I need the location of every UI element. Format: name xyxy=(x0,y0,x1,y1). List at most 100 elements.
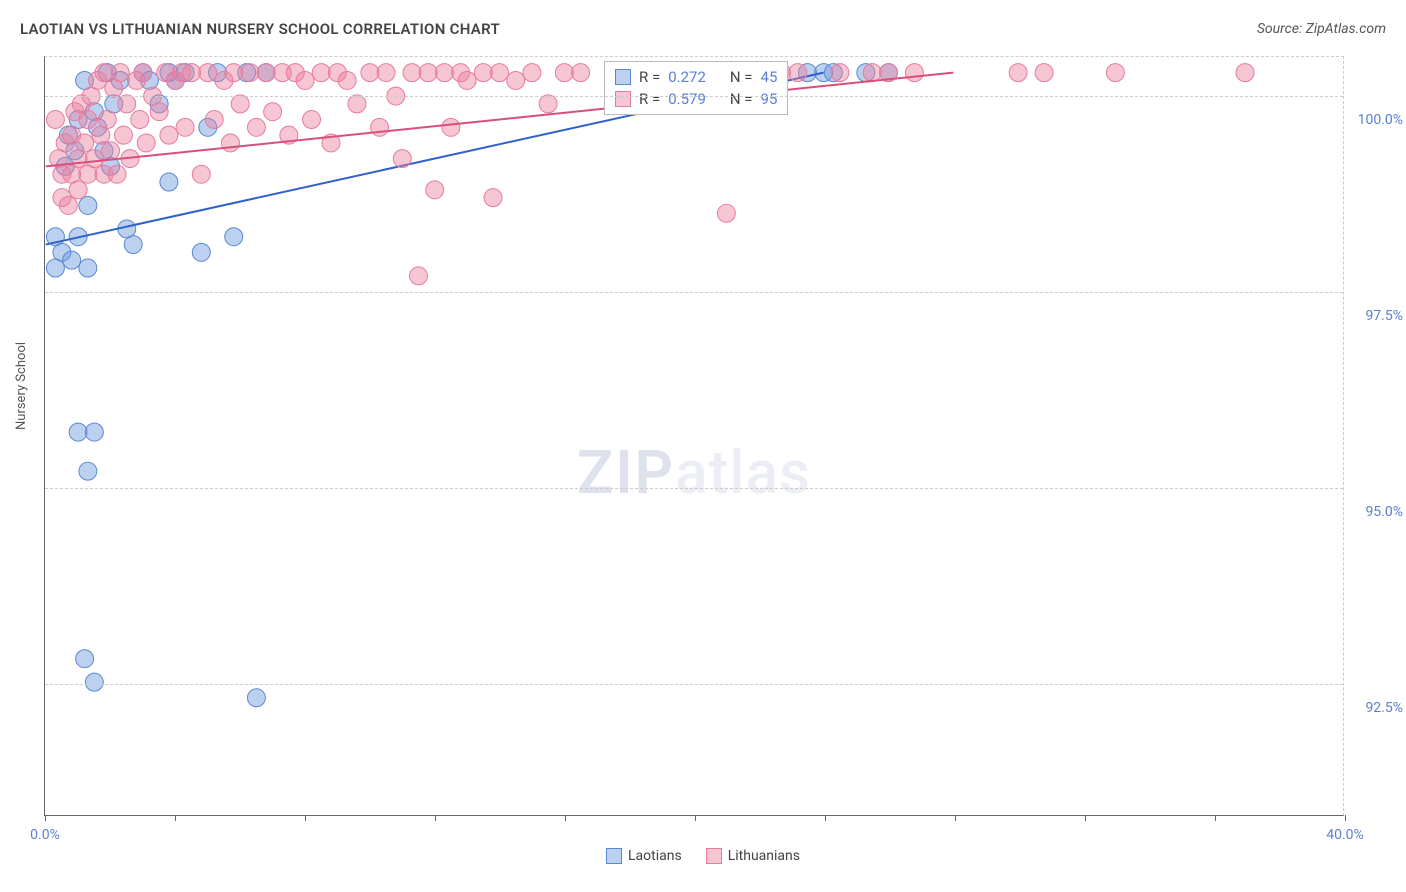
scatter-point xyxy=(225,228,243,246)
scatter-point xyxy=(247,118,265,136)
scatter-point xyxy=(831,64,849,82)
scatter-point xyxy=(160,173,178,191)
plot-area: ZIPatlas R =0.272N =45R =0.579N =95 100.… xyxy=(44,56,1344,816)
scatter-point xyxy=(79,259,97,277)
legend-label: Laotians xyxy=(628,848,682,864)
chart-title: LAOTIAN VS LITHUANIAN NURSERY SCHOOL COR… xyxy=(20,20,500,38)
y-tick-label: 97.5% xyxy=(1353,308,1403,324)
scatter-point xyxy=(458,71,476,89)
scatter-point xyxy=(221,134,239,152)
scatter-point xyxy=(95,64,113,82)
scatter-point xyxy=(410,267,428,285)
scatter-point xyxy=(241,64,259,82)
scatter-point xyxy=(717,204,735,222)
scatter-point xyxy=(789,64,807,82)
scatter-point xyxy=(63,251,81,269)
chart-source: Source: ZipAtlas.com xyxy=(1257,21,1386,37)
scatter-point xyxy=(426,181,444,199)
scatter-point xyxy=(176,118,194,136)
scatter-point xyxy=(1035,64,1053,82)
scatter-point xyxy=(115,126,133,144)
chart-header: LAOTIAN VS LITHUANIAN NURSERY SCHOOL COR… xyxy=(20,20,1386,38)
scatter-point xyxy=(69,181,87,199)
scatter-point xyxy=(1236,64,1254,82)
scatter-point xyxy=(296,71,314,89)
y-tick-label: 92.5% xyxy=(1353,700,1403,716)
scatter-point xyxy=(134,64,152,82)
scatter-point xyxy=(69,423,87,441)
r-label: R = xyxy=(639,68,660,86)
scatter-point xyxy=(507,71,525,89)
n-label: N = xyxy=(730,68,753,86)
x-tick xyxy=(1345,815,1346,821)
chart-svg xyxy=(45,57,1343,815)
stats-legend-box: R =0.272N =45R =0.579N =95 xyxy=(604,61,788,115)
scatter-point xyxy=(484,189,502,207)
scatter-point xyxy=(419,64,437,82)
scatter-point xyxy=(338,71,356,89)
scatter-point xyxy=(442,118,460,136)
scatter-point xyxy=(108,165,126,183)
scatter-point xyxy=(76,134,94,152)
legend-item: Lithuanians xyxy=(706,848,800,864)
x-tick-label: 40.0% xyxy=(1326,827,1364,843)
scatter-point xyxy=(46,111,64,129)
scatter-point xyxy=(264,103,282,121)
scatter-point xyxy=(102,142,120,160)
stats-legend-row: R =0.272N =45 xyxy=(615,66,777,88)
scatter-point xyxy=(124,236,142,254)
scatter-point xyxy=(85,673,103,691)
scatter-point xyxy=(183,64,201,82)
scatter-point xyxy=(435,64,453,82)
x-tick xyxy=(1215,815,1216,821)
scatter-point xyxy=(863,64,881,82)
scatter-point xyxy=(131,111,149,129)
x-tick xyxy=(565,815,566,821)
scatter-point xyxy=(348,95,366,113)
scatter-point xyxy=(79,196,97,214)
y-tick-label: 100.0% xyxy=(1353,112,1403,128)
scatter-point xyxy=(79,111,97,129)
scatter-point xyxy=(79,462,97,480)
r-value: 0.272 xyxy=(668,68,706,86)
legend-marker xyxy=(615,91,631,107)
scatter-point xyxy=(539,95,557,113)
scatter-point xyxy=(555,64,573,82)
gridline-h xyxy=(45,488,1343,489)
scatter-point xyxy=(572,64,590,82)
x-tick xyxy=(435,815,436,821)
scatter-point xyxy=(225,64,243,82)
x-tick xyxy=(695,815,696,821)
scatter-point xyxy=(199,64,217,82)
y-tick-label: 95.0% xyxy=(1353,504,1403,520)
n-label: N = xyxy=(730,90,753,108)
x-tick xyxy=(955,815,956,821)
scatter-point xyxy=(98,111,116,129)
scatter-point xyxy=(303,111,321,129)
x-tick xyxy=(45,815,46,821)
n-value: 95 xyxy=(761,90,778,108)
scatter-point xyxy=(85,150,103,168)
scatter-point xyxy=(247,689,265,707)
gridline-h xyxy=(45,292,1343,293)
scatter-point xyxy=(150,103,168,121)
scatter-point xyxy=(377,64,395,82)
scatter-point xyxy=(403,64,421,82)
stats-legend-row: R =0.579N =95 xyxy=(615,88,777,110)
r-label: R = xyxy=(639,90,660,108)
scatter-point xyxy=(76,650,94,668)
x-tick xyxy=(1085,815,1086,821)
scatter-point xyxy=(371,118,389,136)
scatter-point xyxy=(393,150,411,168)
legend-marker xyxy=(706,848,722,864)
legend-label: Lithuanians xyxy=(728,848,800,864)
x-tick xyxy=(305,815,306,821)
scatter-point xyxy=(523,64,541,82)
x-tick xyxy=(825,815,826,821)
scatter-point xyxy=(59,196,77,214)
gridline-h xyxy=(45,96,1343,97)
scatter-point xyxy=(361,64,379,82)
scatter-point xyxy=(160,126,178,144)
gridline-h xyxy=(45,684,1343,685)
scatter-point xyxy=(474,64,492,82)
